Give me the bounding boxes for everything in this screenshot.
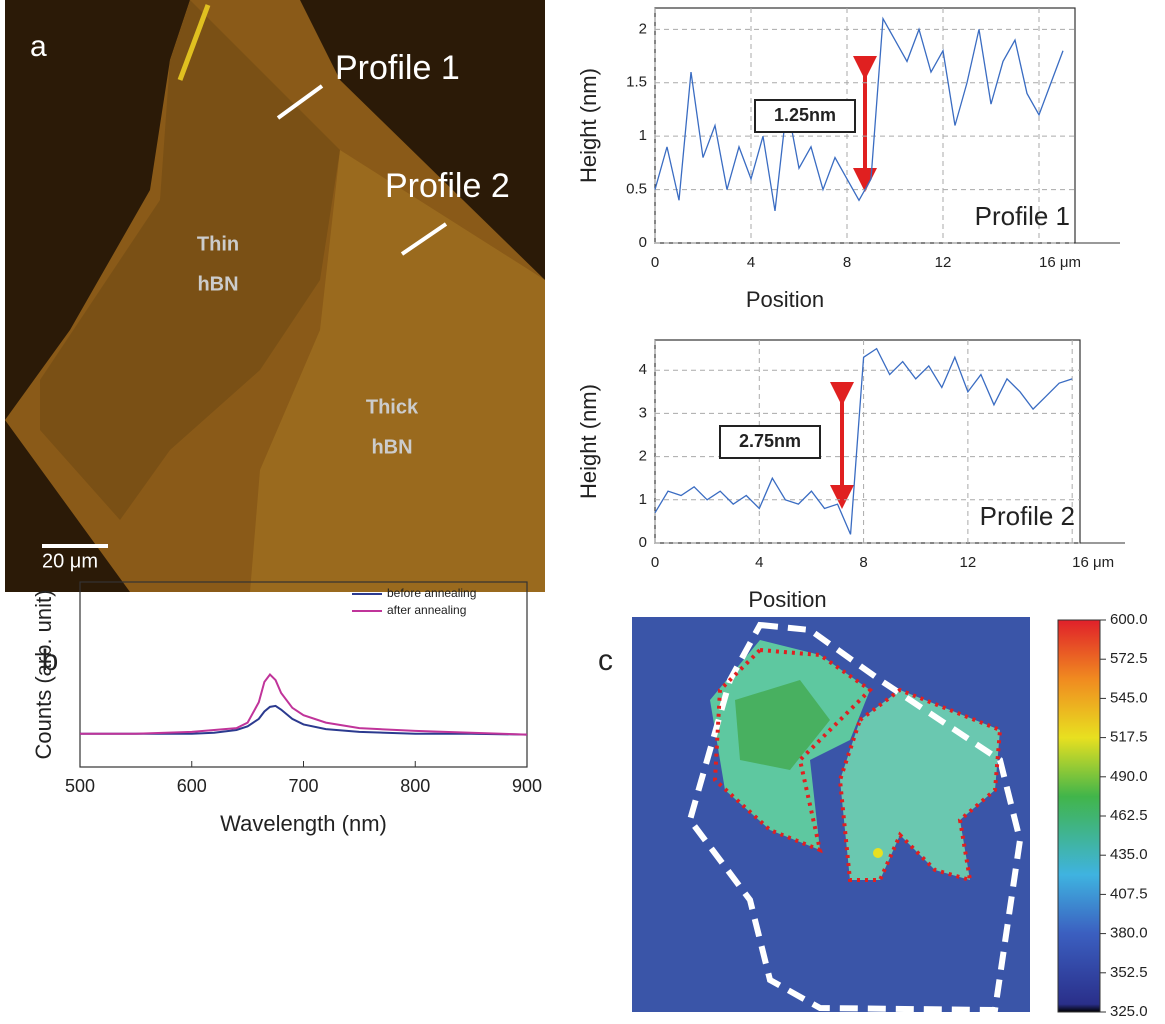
y-tick-label: 1: [639, 127, 647, 144]
annotation-box: [754, 99, 856, 133]
panel-label: c: [598, 644, 613, 677]
annotation: Thick: [366, 396, 419, 418]
panel-label: a: [30, 30, 47, 63]
colorbar-tick-label: 325.0: [1110, 1003, 1148, 1019]
y-axis-label: Height (nm): [576, 68, 601, 183]
x-tick-label: 600: [177, 776, 207, 796]
x-tick-label: 8: [859, 554, 867, 571]
x-tick-label: 700: [288, 776, 318, 796]
y-tick-label: 1: [639, 491, 647, 508]
y-axis-label: Height (nm): [576, 384, 601, 499]
annotation: Profile 2: [385, 167, 510, 205]
x-tick-label: 8: [843, 254, 851, 271]
chart-label: Profile 2: [980, 501, 1075, 531]
annotation: Thin: [197, 233, 239, 255]
y-tick-label: 2: [639, 20, 647, 37]
annotation: hBN: [371, 436, 412, 458]
annotation: 1.25nm: [774, 105, 836, 125]
x-tick-label: 800: [400, 776, 430, 796]
y-axis-label: Counts (arb. unit): [31, 590, 56, 760]
colorbar-tick-label: 462.5: [1110, 807, 1148, 824]
x-axis-label: Position: [746, 287, 824, 312]
x-tick-label: 500: [65, 776, 95, 796]
x-tick-label: 12: [935, 254, 952, 271]
annotation: Profile 1: [335, 49, 460, 87]
x-tick-label: 16 μm: [1072, 554, 1114, 571]
colorbar-tick-label: 545.0: [1110, 689, 1148, 706]
x-tick-label: 16 μm: [1039, 254, 1081, 271]
colorbar-tick-label: 407.5: [1110, 885, 1148, 902]
y-tick-label: 1.5: [626, 74, 647, 91]
chart-label: Profile 1: [975, 201, 1070, 231]
annotation: hBN: [197, 273, 238, 295]
data-line: [80, 704, 528, 736]
x-tick-label: 4: [755, 554, 763, 571]
afm-image: [5, 0, 545, 592]
colorbar-tick-label: 352.5: [1110, 964, 1148, 981]
colorbar-tick-label: 490.0: [1110, 768, 1148, 785]
colorbar-tick-label: 380.0: [1110, 925, 1148, 942]
x-tick-label: 900: [512, 776, 542, 796]
x-axis-label: Position: [748, 587, 826, 612]
y-tick-label: 4: [639, 361, 647, 378]
data-line: [654, 16, 1064, 212]
y-tick-label: 0: [639, 234, 647, 251]
x-axis-label: Wavelength (nm): [220, 811, 387, 836]
annotation: 2.75nm: [739, 431, 801, 451]
scale-bar-label: 20 μm: [42, 550, 98, 572]
colorbar-tick-label: 600.0: [1110, 611, 1148, 628]
data-line: [654, 347, 1073, 535]
x-tick-label: 4: [747, 254, 755, 271]
legend-label: before annealing: [387, 586, 476, 600]
colorbar-tick-label: 517.5: [1110, 729, 1148, 746]
data-line: [80, 672, 528, 736]
y-tick-label: 3: [639, 404, 647, 421]
y-tick-label: 0: [639, 534, 647, 551]
x-tick-label: 0: [651, 254, 659, 271]
legend-label: after annealing: [387, 603, 466, 617]
y-tick-label: 2: [639, 448, 647, 465]
annotation-box: [719, 425, 821, 459]
x-tick-label: 12: [960, 554, 977, 571]
y-tick-label: 0.5: [626, 181, 647, 198]
colorbar-tick-label: 435.0: [1110, 846, 1148, 863]
pl-map: [632, 617, 1101, 1014]
x-tick-label: 0: [651, 554, 659, 571]
colorbar-tick-label: 572.5: [1110, 650, 1148, 667]
chart-label: b: [42, 644, 59, 677]
